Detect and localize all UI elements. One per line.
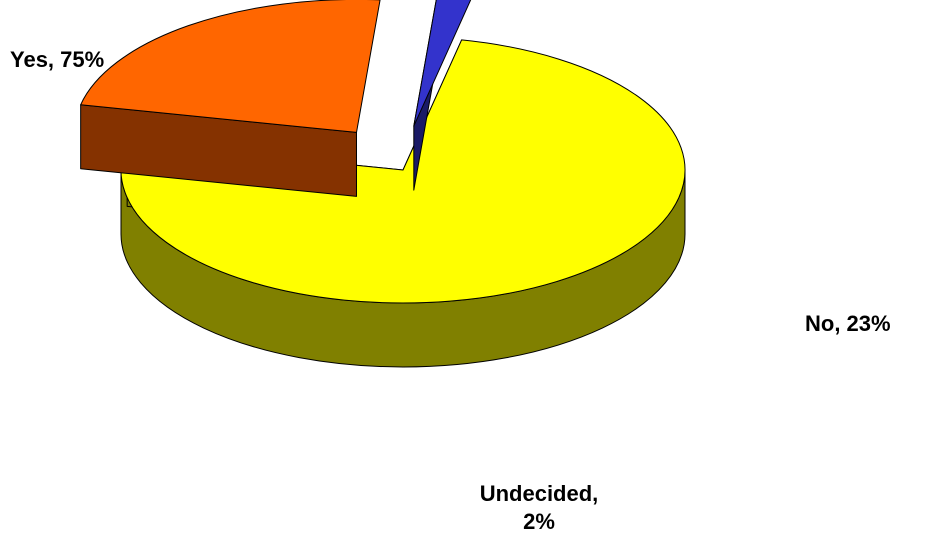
- data-label-undecided-line2: 2%: [523, 509, 555, 534]
- pie-slice-undecided: [413, 0, 472, 191]
- data-label-undecided-line1: Undecided,: [479, 481, 599, 506]
- pie-top-no: [80, 0, 381, 133]
- data-label-no: No, 23%: [805, 311, 891, 336]
- pie-top-undecided: [413, 0, 472, 127]
- pie-top-yes: [120, 39, 686, 304]
- data-label-yes: Yes, 75%: [10, 47, 105, 72]
- data-label-undecided: Undecided, 2%: [468, 480, 610, 536]
- pie-slice-no: [80, 0, 381, 197]
